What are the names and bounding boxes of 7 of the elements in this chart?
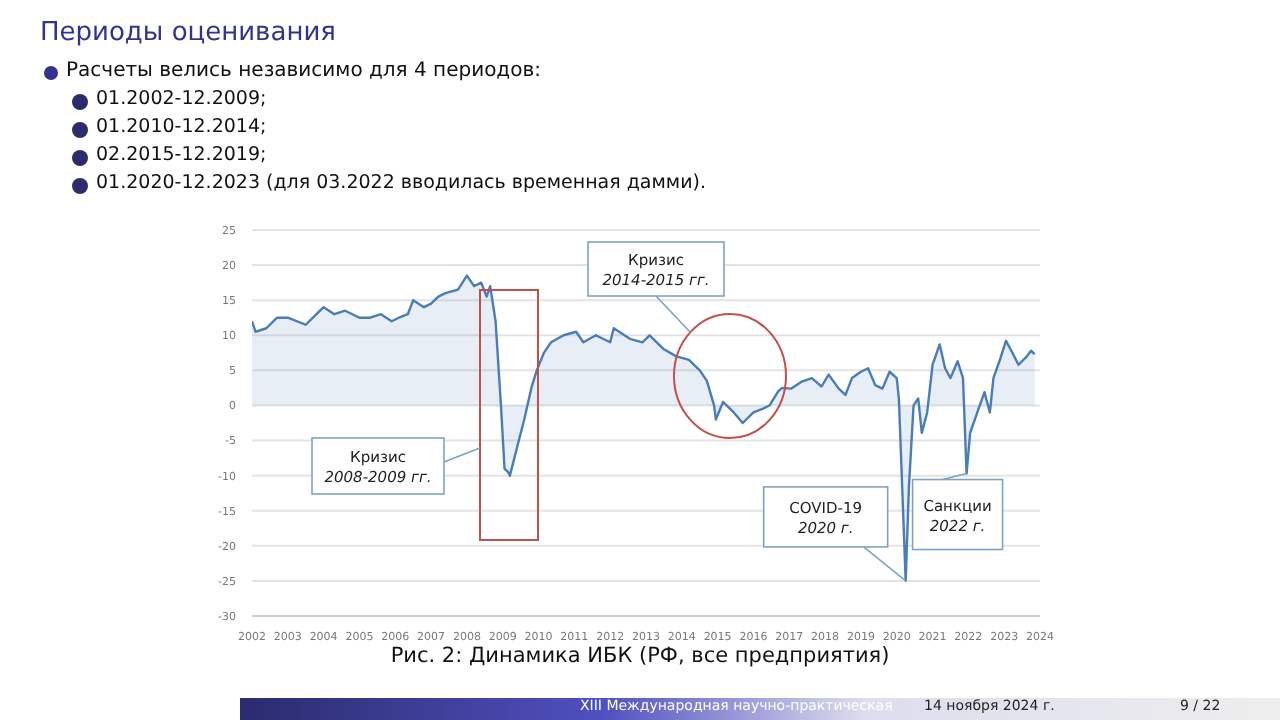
text: 01.2010-12.2014; bbox=[96, 116, 267, 138]
text: 01.2002-12.2009; bbox=[96, 88, 267, 110]
text: 02.2015-12.2019; bbox=[96, 144, 267, 166]
text: Рис. 2: Динамика ИБК (РФ, все предприятия) bbox=[390, 644, 890, 668]
chart-title: Периоды оценивания bbox=[40, 18, 336, 48]
text: 01.2020-12.2023 (для 03.2022 вводилась временная дамми). bbox=[96, 172, 706, 194]
chart-subtitle: Расчеты велись независимо для 4 периодов: bbox=[66, 60, 541, 82]
